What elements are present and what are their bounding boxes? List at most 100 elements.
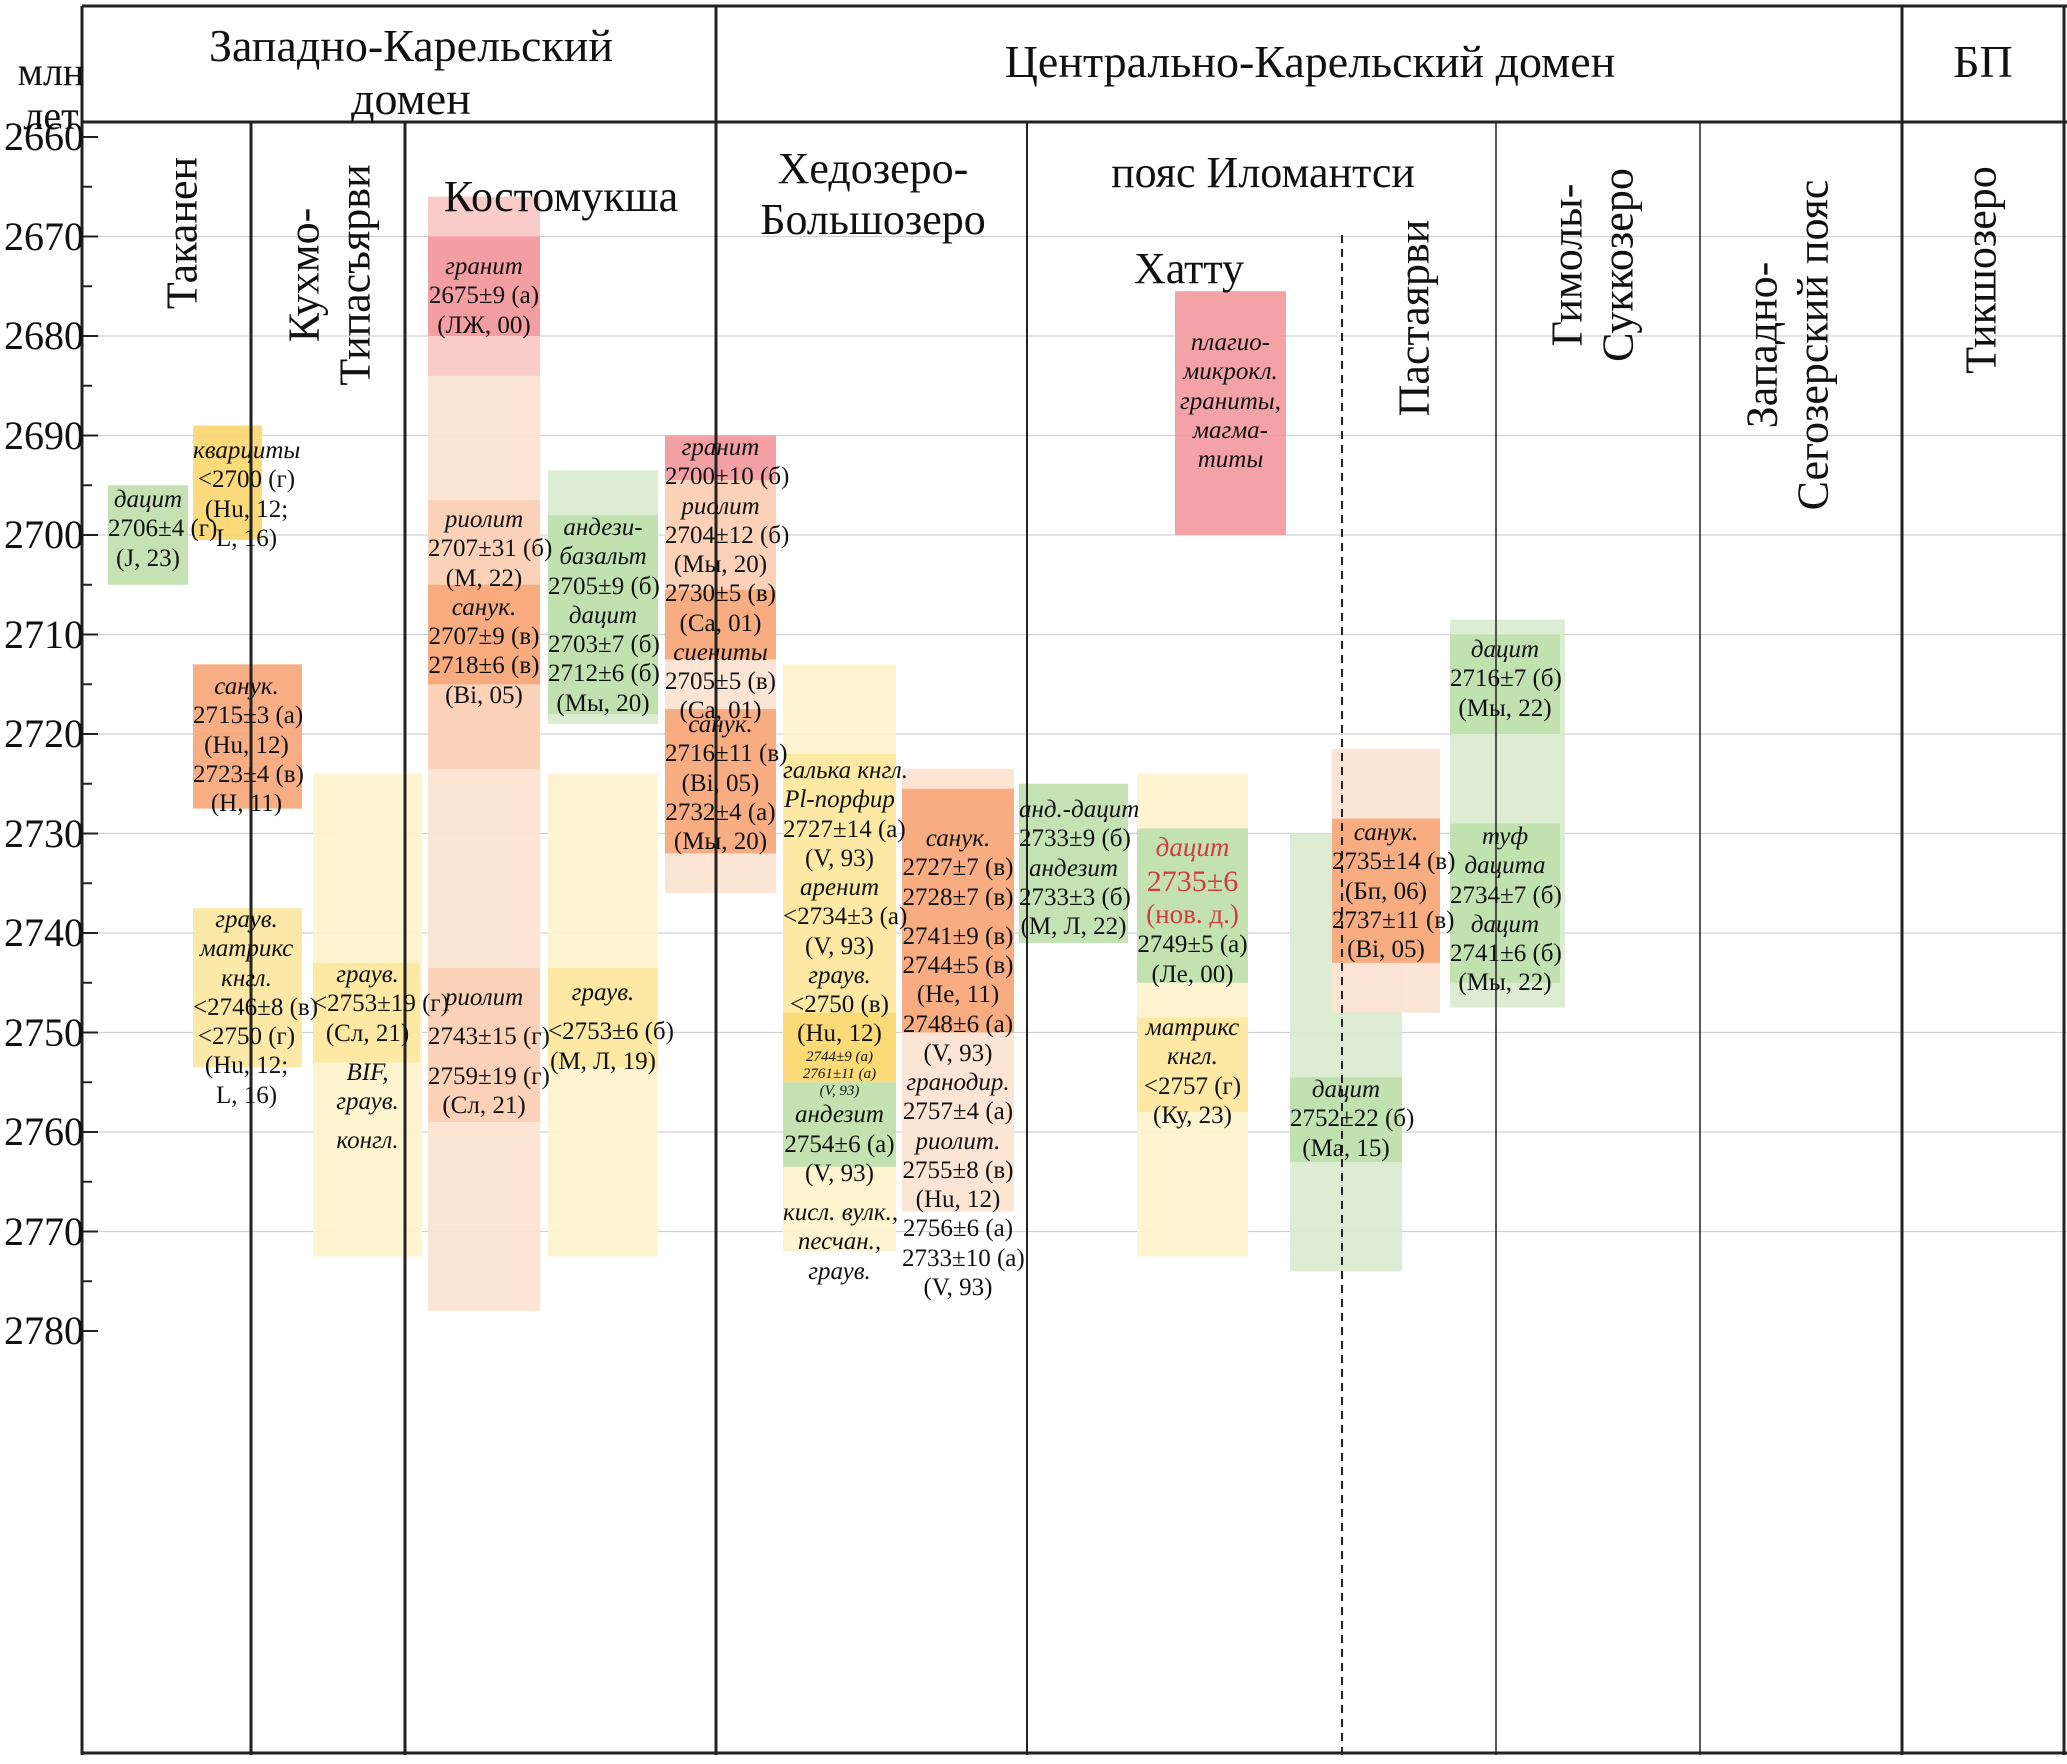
- age-label: [313, 1116, 422, 1126]
- interval-box-hedozero: [548, 515, 658, 715]
- age-label: (Бп, 06): [1345, 877, 1427, 905]
- age-label: (М, Л, 22): [1020, 913, 1127, 940]
- age-label: <2753±6 (б): [548, 1018, 674, 1046]
- age-label: 2744±5 (в): [902, 952, 1014, 979]
- age-label: (Мы, 20): [673, 828, 768, 855]
- age-label: 2706±4 (г): [108, 515, 218, 543]
- interval-label-kostomuksha: граув. <2753±19 (г) (Сл, 21) BIF, граув. ко…: [313, 960, 449, 1156]
- interval-box-gimoly: [1137, 1017, 1248, 1113]
- rock-type-label: матрикс: [199, 935, 294, 963]
- rock-type-label: риолит: [681, 492, 760, 520]
- rock-type-label: граув.: [215, 906, 278, 933]
- age-label: 2733±9 (б): [1019, 825, 1131, 853]
- age-label: 2752±22 (б): [1290, 1105, 1415, 1133]
- interval-label-takanen: дацит 2706±4 (г) (J, 23): [108, 485, 218, 573]
- age-label: [313, 1048, 422, 1058]
- rock-type-label: кварциты: [193, 437, 301, 464]
- age-label: (ЛЖ, 00): [437, 311, 531, 339]
- age-label: [783, 1188, 896, 1198]
- rock-type-label: песчан.,: [797, 1228, 882, 1256]
- age-label: 2703±7 (б): [548, 631, 660, 658]
- age-label: <2757 (г): [1143, 1072, 1242, 1100]
- age-label: (J, 23): [116, 544, 180, 572]
- domain-header-west: Западно-Карельский домен: [208, 20, 614, 124]
- interval-box-ilomantsi: [783, 753, 896, 1013]
- column-title-tikshozero: Тикшозеро: [1956, 166, 2006, 374]
- interval-box-hattu: [902, 788, 1014, 1033]
- rock-type-label: риолит.: [915, 1127, 1001, 1155]
- rock-type-label: граниты,: [1180, 387, 1281, 415]
- age-label: (He, 11): [916, 981, 1000, 1009]
- new-data-note: (нов. д.): [1146, 898, 1239, 929]
- age-label: 2741±9 (в): [902, 922, 1014, 950]
- age-label: 2734±7 (б): [1450, 881, 1562, 909]
- age-label: 2741±6 (б): [1450, 940, 1562, 967]
- rock-type-label: галька кнгл.: [783, 757, 909, 784]
- rock-type-label: граув.: [336, 961, 399, 988]
- age-label: [428, 1052, 540, 1062]
- age-label: (М, Л, 19): [550, 1047, 656, 1075]
- interval-box-tikshozero: [1450, 823, 1560, 983]
- age-label: (Мы, 20): [673, 551, 768, 578]
- age-label: (Мы, 22): [1458, 969, 1552, 997]
- rock-type-label: гранит: [445, 253, 523, 280]
- age-label: 2705±9 (б): [548, 572, 660, 600]
- age-label: 2712±6 (б): [548, 660, 660, 688]
- age-label-small: 2761±11 (а): [802, 1065, 877, 1082]
- age-label: 2727±7 (в): [902, 854, 1014, 882]
- age-label: 2707±31 (б): [428, 535, 553, 563]
- rock-type-label: риолит: [444, 984, 524, 1011]
- age-label: (Сл, 21): [325, 1019, 410, 1047]
- interval-label-tikshozero: дацит 2716±7 (б) (Мы, 22): [1450, 635, 1562, 723]
- y-tick-label: 2780: [4, 1308, 84, 1353]
- rock-type-label: санук.: [688, 711, 753, 738]
- rock-type-label: риолит: [444, 506, 524, 533]
- column-title-segozero: Западно- Сегозерский пояс: [1737, 179, 1837, 511]
- age-label: 2743±15 (г): [428, 1023, 550, 1051]
- column-title-pastayarvi: Пастаярви: [1389, 219, 1439, 417]
- rock-type-label: анд.-дацит: [1019, 796, 1140, 823]
- column-title-gimoly: Гимолы- Суккозеро: [1542, 168, 1642, 362]
- age-label: 2704±12 (б): [665, 521, 790, 549]
- rock-type-label: микрокл.: [1183, 358, 1278, 386]
- age-label: 2732±4 (а): [665, 798, 776, 826]
- age-label: 2733±10 (а): [902, 1244, 1025, 1272]
- column-title-hattu: Хатту: [1133, 244, 1245, 293]
- age-label: (Hu, 12;: [204, 495, 289, 523]
- age-label: <2700 (г): [197, 466, 296, 494]
- y-tick-label: 2690: [4, 412, 84, 458]
- interval-label-kostomuksha: риолит 2743±15 (г) 2759±19 (г) (Сл, 21): [428, 983, 550, 1120]
- age-label: L, 16): [215, 524, 278, 552]
- rock-type-label: санук.: [214, 673, 279, 700]
- rock-type-label: санук.: [1353, 819, 1419, 846]
- age-label: 2733±3 (б): [1019, 883, 1131, 911]
- age-label: (Bi, 05): [1347, 936, 1425, 963]
- age-label: (Мы, 22): [1458, 694, 1552, 722]
- domain-header-central: Центрально-Карельский домен: [1004, 36, 1616, 87]
- age-label: 2757±4 (а): [902, 1098, 1014, 1126]
- age-label: 2755±8 (в): [902, 1156, 1014, 1184]
- rock-type-label: гранодир.: [906, 1069, 1010, 1096]
- column-title-hedozero: Хедозеро- Большозеро: [760, 144, 986, 244]
- y-tick-label: 2660: [4, 114, 84, 159]
- age-label: <2750 (в): [790, 991, 889, 1018]
- rock-type-label: кнгл.: [221, 964, 272, 992]
- interval-label-kuhmo: санук. 2715±3 (а) (Hu, 12) 2723±4 (в) (H, 11…: [193, 672, 304, 818]
- age-label: 2700±10 (б): [665, 463, 790, 491]
- age-label: (Hu, 12): [204, 731, 289, 759]
- interval-box-gimoly: [1175, 291, 1286, 535]
- rock-type-label: сиениты: [673, 638, 768, 666]
- interval-box-takanen: [108, 485, 188, 585]
- age-label: (V, 93): [805, 932, 874, 960]
- age-label: 2675±9 (а): [428, 282, 540, 310]
- age-label-small: (V, 93): [819, 1083, 860, 1099]
- y-tick-label: 2700: [4, 512, 84, 557]
- rock-type-label: кнгл.: [1167, 1043, 1218, 1071]
- age-label: <2750 (г): [197, 1023, 296, 1050]
- rock-type-label: Pl-порфир: [784, 786, 895, 814]
- y-tick-label: 2680: [4, 313, 84, 358]
- y-tick-label: 2750: [4, 1009, 84, 1055]
- age-label: 2756±6 (а): [902, 1215, 1014, 1243]
- interval-label-hedozero: гранит 2700±10 (б) риолит 2704±12 (б) (Мы, 2…: [665, 433, 790, 726]
- interval-box-ilomantsi: [783, 1012, 896, 1083]
